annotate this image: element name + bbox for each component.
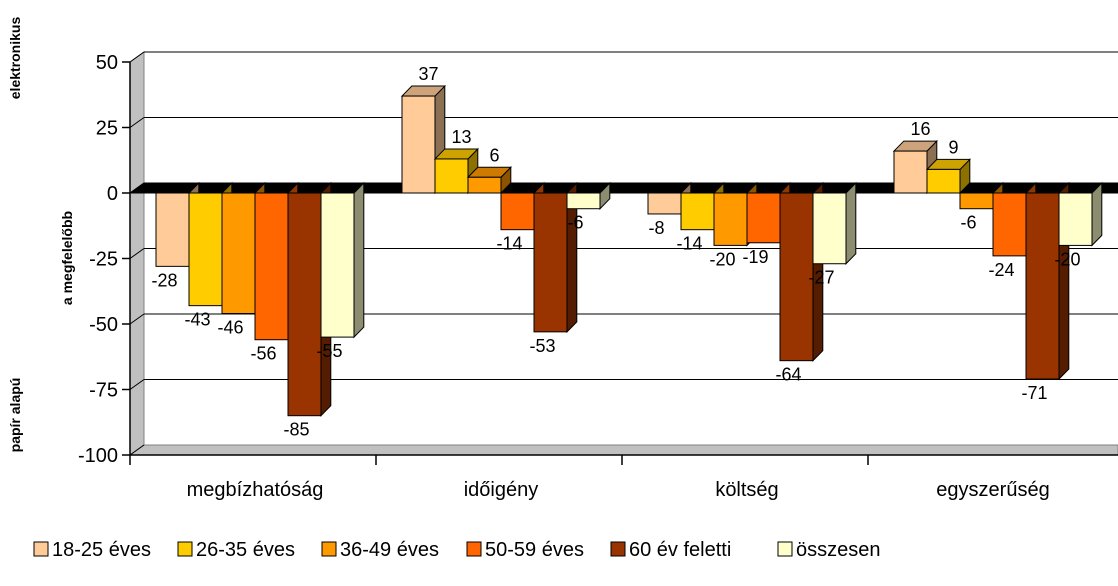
data-label: -8 <box>648 218 664 238</box>
gridline-depth <box>129 444 145 456</box>
axis-label-middle: a megfelelőbb <box>59 211 75 305</box>
y-tick-label: -25 <box>89 249 118 271</box>
data-label: -14 <box>676 234 702 254</box>
data-label: -6 <box>960 213 976 233</box>
bar-side <box>1091 181 1103 247</box>
zero-plane <box>128 182 1118 194</box>
bar <box>320 192 355 338</box>
category-label: időigény <box>464 479 539 501</box>
data-label: -14 <box>496 234 522 254</box>
data-label: 37 <box>418 64 438 84</box>
data-label: 6 <box>489 145 499 165</box>
bar-side <box>353 181 365 339</box>
data-label: -19 <box>742 247 768 267</box>
y-tick-label: -75 <box>89 380 118 402</box>
bar <box>812 192 847 265</box>
legend-swatch <box>177 541 193 557</box>
data-label: -20 <box>1054 249 1080 269</box>
bar <box>992 192 1027 257</box>
bar <box>713 192 748 246</box>
bar <box>434 158 469 194</box>
data-label: -85 <box>283 420 309 440</box>
data-label: -43 <box>184 310 210 330</box>
bar <box>647 192 682 215</box>
bar <box>467 176 502 194</box>
bar <box>221 192 256 315</box>
bar <box>533 192 568 333</box>
data-label: -46 <box>217 318 243 338</box>
gridline-depth <box>129 379 145 390</box>
legend-label: 60 év feletti <box>629 539 731 561</box>
bar <box>188 192 223 307</box>
category-label: megbízhatóság <box>187 479 324 501</box>
data-label: 13 <box>451 127 471 147</box>
y-tick-label: -100 <box>78 445 118 467</box>
gridline-depth <box>129 248 145 259</box>
legend-label: 26-35 éves <box>196 539 295 561</box>
y-tick-label: 25 <box>96 118 118 140</box>
bar <box>926 168 961 194</box>
legend-label: 36-49 éves <box>340 539 439 561</box>
y-tick-label: -50 <box>89 314 118 336</box>
data-label: 9 <box>948 137 958 157</box>
data-label: -53 <box>529 336 555 356</box>
y-tick-label: 0 <box>107 183 118 205</box>
data-label: -64 <box>775 365 801 385</box>
legend-label: 18-25 éves <box>52 539 151 561</box>
legend-swatch <box>777 541 793 557</box>
legend-label: 50-59 éves <box>485 539 584 561</box>
data-label: -56 <box>250 344 276 364</box>
legend-label: összesen <box>796 539 881 561</box>
y-tick-label: 50 <box>96 52 118 74</box>
data-label: -27 <box>808 268 834 288</box>
bar <box>155 192 190 267</box>
axis-label-top: elektronikus <box>7 17 23 100</box>
axis-label-bottom: papír alapú <box>7 378 23 453</box>
legend-swatch <box>321 541 337 557</box>
legend-swatch <box>610 541 626 557</box>
floor <box>128 444 1118 456</box>
bar <box>893 150 928 194</box>
data-label: 16 <box>910 119 930 139</box>
bar <box>959 192 994 210</box>
gridline-depth <box>129 51 145 63</box>
bar <box>254 192 289 341</box>
bar <box>1025 192 1060 380</box>
gridline-depth <box>129 313 145 325</box>
bar <box>779 192 814 362</box>
bar <box>680 192 715 231</box>
data-label: -71 <box>1021 383 1047 403</box>
gridline-depth <box>129 117 145 128</box>
bar <box>401 95 436 194</box>
data-label: -20 <box>709 249 735 269</box>
data-label: -24 <box>988 260 1014 280</box>
bar <box>287 192 322 417</box>
bar <box>566 192 601 210</box>
legend-swatch <box>33 541 49 557</box>
data-label: -28 <box>151 270 177 290</box>
bar <box>746 192 781 244</box>
bar <box>1058 192 1093 246</box>
bar-side <box>845 181 857 265</box>
data-label: -55 <box>316 341 342 361</box>
data-label: -6 <box>567 213 583 233</box>
bar <box>500 192 535 231</box>
category-label: költség <box>715 479 778 501</box>
category-label: egyszerűség <box>936 479 1049 501</box>
legend-swatch <box>466 541 482 557</box>
